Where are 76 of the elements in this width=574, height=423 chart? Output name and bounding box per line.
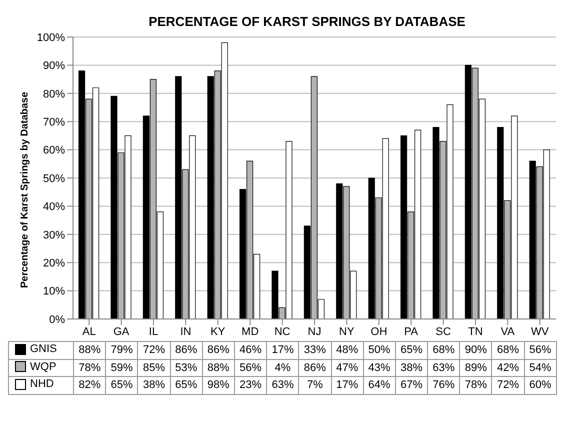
data-label: 33% [298,342,331,359]
data-label: 56% [234,359,267,376]
data-label: 38% [138,376,170,394]
x-tick-label: NY [339,326,356,338]
y-tick-label: 30% [42,229,66,242]
data-label: 17% [266,342,299,359]
x-tick-label: OH [370,326,388,338]
data-label: 78% [460,376,492,394]
y-tick-label: 0% [49,314,66,326]
data-label: 88% [202,359,234,376]
data-label: 54% [524,359,556,376]
data-label: 86% [170,342,202,359]
data-label: 86% [202,342,234,359]
data-label: 60% [524,376,556,394]
data-label: 68% [492,342,524,359]
legend-label: NHD [30,378,54,390]
data-label: 65% [395,342,428,359]
data-label: 63% [266,376,299,394]
legend-label: GNIS [30,343,57,355]
chart-title: PERCENTAGE OF KARST SPRINGS BY DATABASE [148,13,466,31]
y-axis-title: Percentage of Karst Springs by Database [20,91,31,288]
x-tick-label: TN [468,326,483,338]
x-tick-label: GA [113,326,130,338]
data-label: 23% [234,376,267,394]
y-tick-label: 50% [42,172,66,185]
x-tick-label: NC [274,326,290,338]
data-label: 59% [106,359,138,376]
data-label: 65% [170,376,202,394]
data-label: 68% [428,342,460,359]
legend-label: WQP [30,360,56,372]
y-tick-label: 20% [42,258,66,270]
data-label: 64% [363,376,396,394]
x-tick-label: SC [436,326,451,338]
data-label: 65% [106,376,138,394]
y-tick-label: 80% [42,88,66,100]
data-label: 48% [331,342,364,359]
data-label: 38% [395,359,428,376]
data-label: 46% [234,342,267,359]
data-label: 85% [138,359,170,376]
data-label: 82% [74,376,106,394]
data-label: 79% [106,342,138,359]
data-label: 53% [170,359,202,376]
data-label: 7% [298,376,331,394]
data-label: 50% [363,342,396,359]
y-tick-label: 60% [42,144,66,157]
data-label: 88% [74,342,106,359]
data-label: 43% [363,359,396,376]
x-tick-label: AL [82,326,96,338]
data-label: 78% [74,359,106,376]
x-tick-label: IL [148,326,158,338]
data-label: 90% [460,342,492,359]
y-tick-label: 70% [42,116,66,129]
data-label: 67% [395,376,428,394]
x-tick-label: MD [242,326,259,338]
data-label: 86% [298,359,331,376]
data-label: 4% [266,359,299,376]
data-label: 72% [138,342,170,359]
x-tick-label: WV [531,326,550,338]
y-tick-label: 90% [42,60,66,72]
x-tick-label: IN [180,326,192,338]
x-tick-label: PA [404,326,419,338]
y-tick-label: 40% [42,201,66,214]
data-label: 56% [524,342,556,359]
data-label: 72% [492,376,524,394]
data-label: 98% [202,376,234,394]
data-label: 63% [428,359,460,376]
data-label: 89% [460,359,492,376]
y-tick-label: 10% [42,286,66,298]
x-tick-label: VA [500,326,516,338]
y-tick-label: 100% [36,32,66,44]
x-tick-label: NJ [308,326,322,338]
data-label: 76% [428,376,460,394]
data-label: 17% [331,376,364,394]
data-label: 42% [492,359,524,376]
data-label: 47% [331,359,364,376]
x-tick-label: KY [210,326,226,338]
